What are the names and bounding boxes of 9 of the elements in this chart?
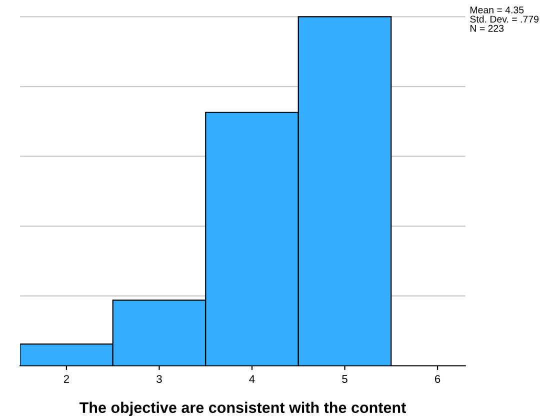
text: Std. Dev. = .779: [470, 15, 539, 23]
x-tick-label: 2: [64, 375, 70, 383]
x-tick-label: 6: [434, 375, 440, 383]
text: N = 223: [470, 24, 504, 32]
text: Mean = 4.35: [470, 6, 524, 14]
x-tick-label: 5: [342, 375, 348, 383]
x-axis-title: The objective are consistent with the content: [79, 402, 406, 416]
x-tick-label: 3: [156, 375, 162, 383]
x-tick-label: 4: [249, 375, 255, 383]
